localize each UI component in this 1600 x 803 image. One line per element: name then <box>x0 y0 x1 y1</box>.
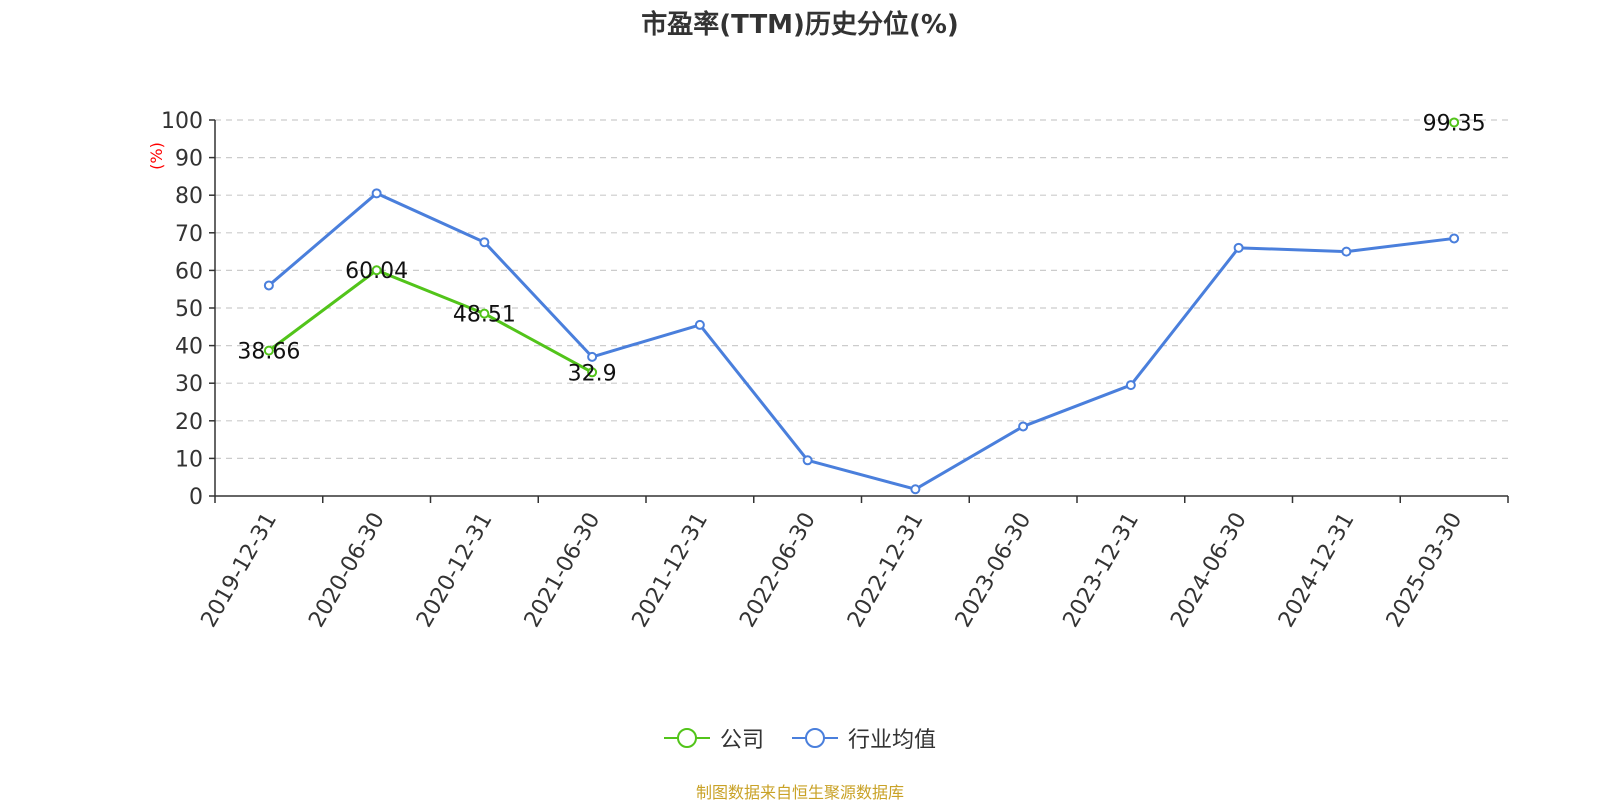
x-tick-label-2020-06-30: 2020-06-30 <box>304 509 390 632</box>
series-1-point-5 <box>802 455 813 466</box>
series-1-point-3 <box>587 351 598 362</box>
y-tick-label-20: 20 <box>175 410 203 435</box>
x-tick-label-2024-12-31: 2024-12-31 <box>1274 509 1360 632</box>
x-tick-label-2023-12-31: 2023-12-31 <box>1058 509 1144 632</box>
x-tick-label-2024-06-30: 2024-06-30 <box>1166 509 1252 632</box>
series-1-point-10 <box>1341 246 1352 257</box>
y-tick-label-40: 40 <box>175 335 203 360</box>
legend-industry-icon <box>792 728 838 748</box>
y-tick-label-60: 60 <box>175 259 203 284</box>
series-1-point-2 <box>479 237 490 248</box>
series-0-point-0 <box>263 345 274 356</box>
series-1-point-6 <box>910 484 921 495</box>
series-1-point-8 <box>1125 380 1136 391</box>
data-label-0-11: 99.35 <box>1423 111 1486 136</box>
chart-title: 市盈率(TTM)历史分位(%) <box>641 10 959 40</box>
data-label-0-1: 60.04 <box>345 259 408 284</box>
y-tick-label-0: 0 <box>189 485 203 510</box>
data-label-0-0: 38.66 <box>237 340 300 365</box>
x-tick-label-2021-12-31: 2021-12-31 <box>627 509 713 632</box>
y-tick-label-10: 10 <box>175 447 203 472</box>
series-0-point-1 <box>371 265 382 276</box>
y-tick-label-30: 30 <box>175 372 203 397</box>
series-1-point-0 <box>263 280 274 291</box>
series-0-point-2 <box>479 308 490 319</box>
x-tick-label-2019-12-31: 2019-12-31 <box>196 509 282 632</box>
data-label-0-3: 32.9 <box>568 361 617 386</box>
legend-company-label: 公司 <box>719 728 764 753</box>
x-tick-label-2022-06-30: 2022-06-30 <box>735 509 821 632</box>
legend-item-company[interactable]: 公司 <box>663 722 764 754</box>
label-layer: 38.66 60.04 48.51 32.9 99.35 <box>237 111 1485 386</box>
series-line-1 <box>267 191 1455 491</box>
legend-item-industry[interactable]: 行业均值 <box>792 722 936 754</box>
legend-company-icon <box>663 728 710 748</box>
x-tick-label-2022-12-31: 2022-12-31 <box>843 509 929 632</box>
series-1-point-1 <box>371 188 382 199</box>
series-layer <box>263 117 1460 495</box>
y-tick-label-90: 90 <box>175 147 203 172</box>
y-axis-title: (%) <box>147 142 166 170</box>
series-0-point-11 <box>1449 117 1460 128</box>
series-1-point-11 <box>1449 233 1460 244</box>
x-tick-label-2023-06-30: 2023-06-30 <box>951 509 1037 632</box>
data-label-0-2: 48.51 <box>453 303 516 328</box>
series-1-point-4 <box>694 319 705 330</box>
legend-industry-label: 行业均值 <box>848 728 937 753</box>
y-tick-label-100: 100 <box>161 109 203 134</box>
source-note: 制图数据来自恒生聚源数据库 <box>695 783 904 802</box>
series-1-point-9 <box>1233 242 1244 253</box>
x-tick-label-2020-12-31: 2020-12-31 <box>412 509 498 632</box>
grid-layer <box>215 119 1508 459</box>
y-tick-label-70: 70 <box>175 222 203 247</box>
x-tick-label-2025-03-30: 2025-03-30 <box>1382 509 1468 632</box>
y-tick-label-50: 50 <box>175 297 203 322</box>
y-tick-label-80: 80 <box>175 184 203 209</box>
series-line-0 <box>269 122 1454 372</box>
axis-layer: 0 10 20 30 40 50 60 70 80 90 100 (%) 2019-12-31 2020-… <box>147 109 1509 632</box>
x-tick-label-2021-06-30: 2021-06-30 <box>520 509 606 632</box>
chart-canvas: 0 10 20 30 40 50 60 70 80 90 100 (%) 2019-12-31 2020-… <box>147 109 1509 632</box>
legend: 公司 行业均值 <box>0 722 1600 754</box>
series-0-point-3 <box>587 367 598 378</box>
series-1-point-7 <box>1018 421 1029 432</box>
